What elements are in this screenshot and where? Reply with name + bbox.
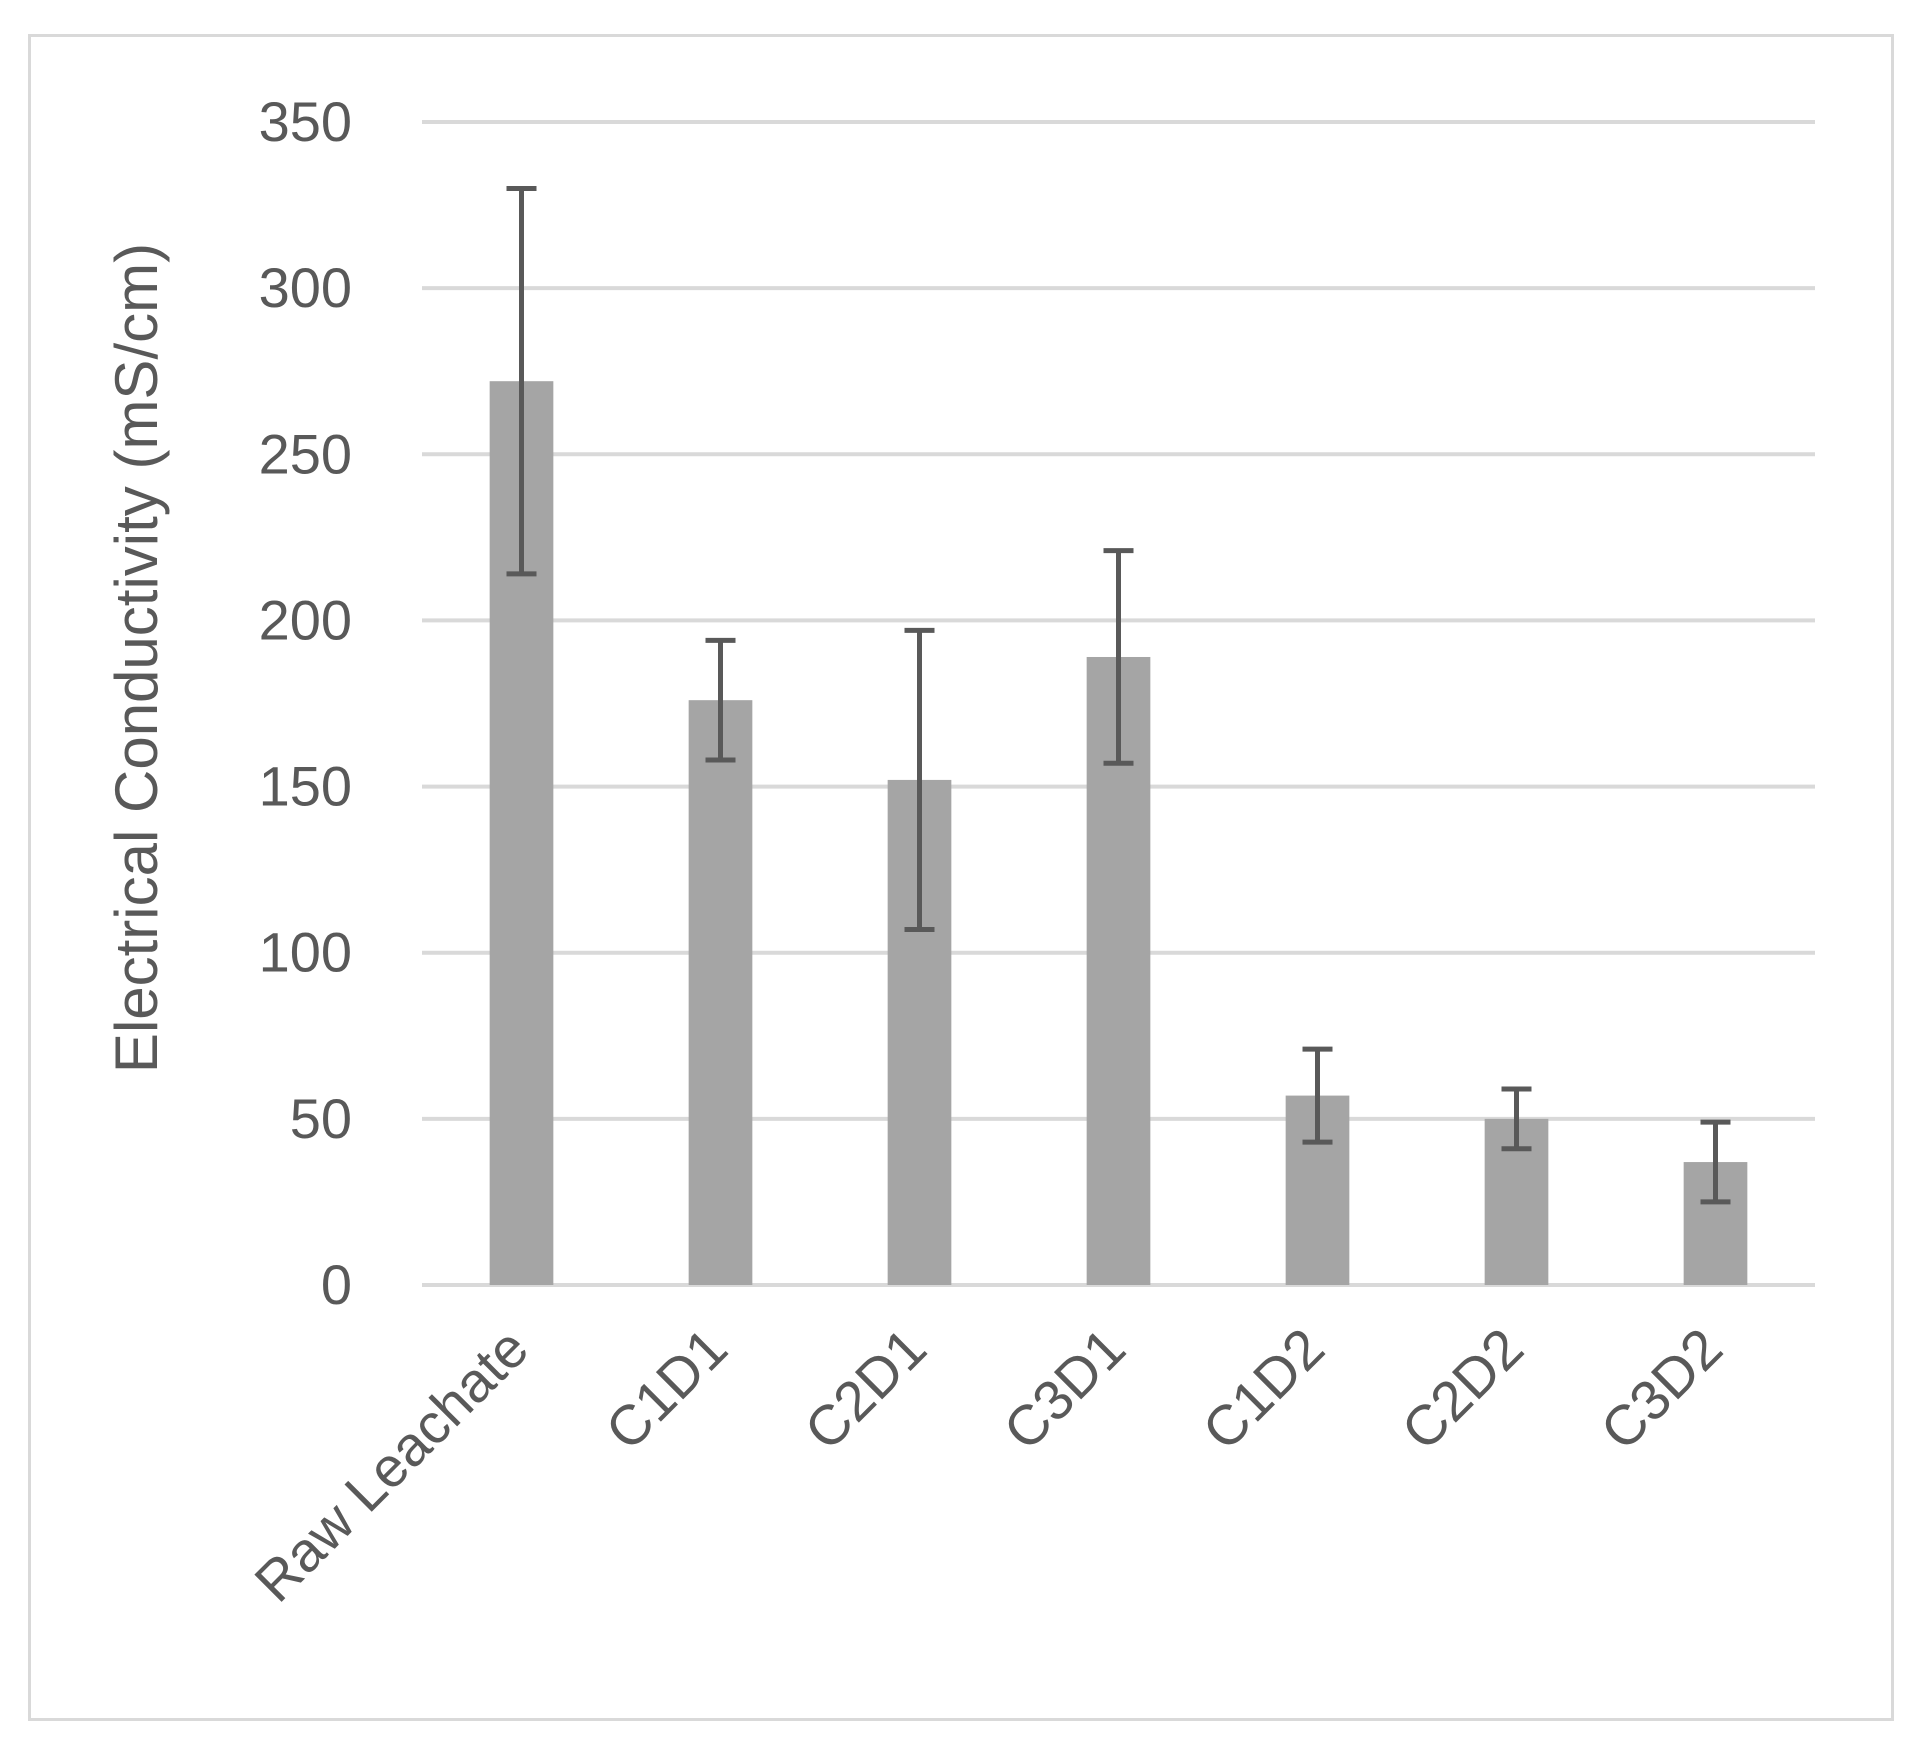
y-tick-label: 0: [321, 1253, 352, 1316]
error-bar: [506, 185, 537, 577]
error-bar: [904, 627, 935, 932]
y-tick-label: 350: [259, 90, 352, 153]
y-tick-label: 150: [259, 755, 352, 818]
bar: [688, 700, 753, 1285]
error-bar: [1501, 1086, 1532, 1152]
x-category-label: C1D2: [1190, 1316, 1336, 1462]
y-tick-label: 100: [259, 921, 352, 984]
x-category-label: C2D2: [1389, 1316, 1535, 1462]
x-category-label: C1D1: [593, 1316, 739, 1462]
x-category-labels: Raw Leachate C1D1 C2D1 C3D1 C1D2 C2D2 C3D2: [242, 1316, 1734, 1614]
y-axis-title: Electrical Conductivity (mS/cm): [103, 243, 170, 1073]
error-bar: [705, 637, 736, 763]
y-tick-label: 50: [290, 1087, 352, 1150]
error-bar: [1302, 1046, 1333, 1145]
chart-frame: [28, 34, 1894, 1721]
x-category-label: C3D1: [991, 1316, 1137, 1462]
error-bar: [1700, 1119, 1731, 1205]
x-category-label: C3D2: [1588, 1316, 1734, 1462]
error-bars: [506, 185, 1731, 1205]
bars: [489, 381, 1748, 1285]
y-tick-labels: 0 50 100 150 200 250 300 350: [259, 90, 352, 1316]
y-tick-label: 300: [259, 256, 352, 319]
x-category-label: C2D1: [792, 1316, 938, 1462]
error-bar: [1103, 548, 1134, 766]
x-category-label: Raw Leachate: [242, 1316, 540, 1614]
y-tick-label: 250: [259, 422, 352, 485]
y-tick-label: 200: [259, 588, 352, 651]
